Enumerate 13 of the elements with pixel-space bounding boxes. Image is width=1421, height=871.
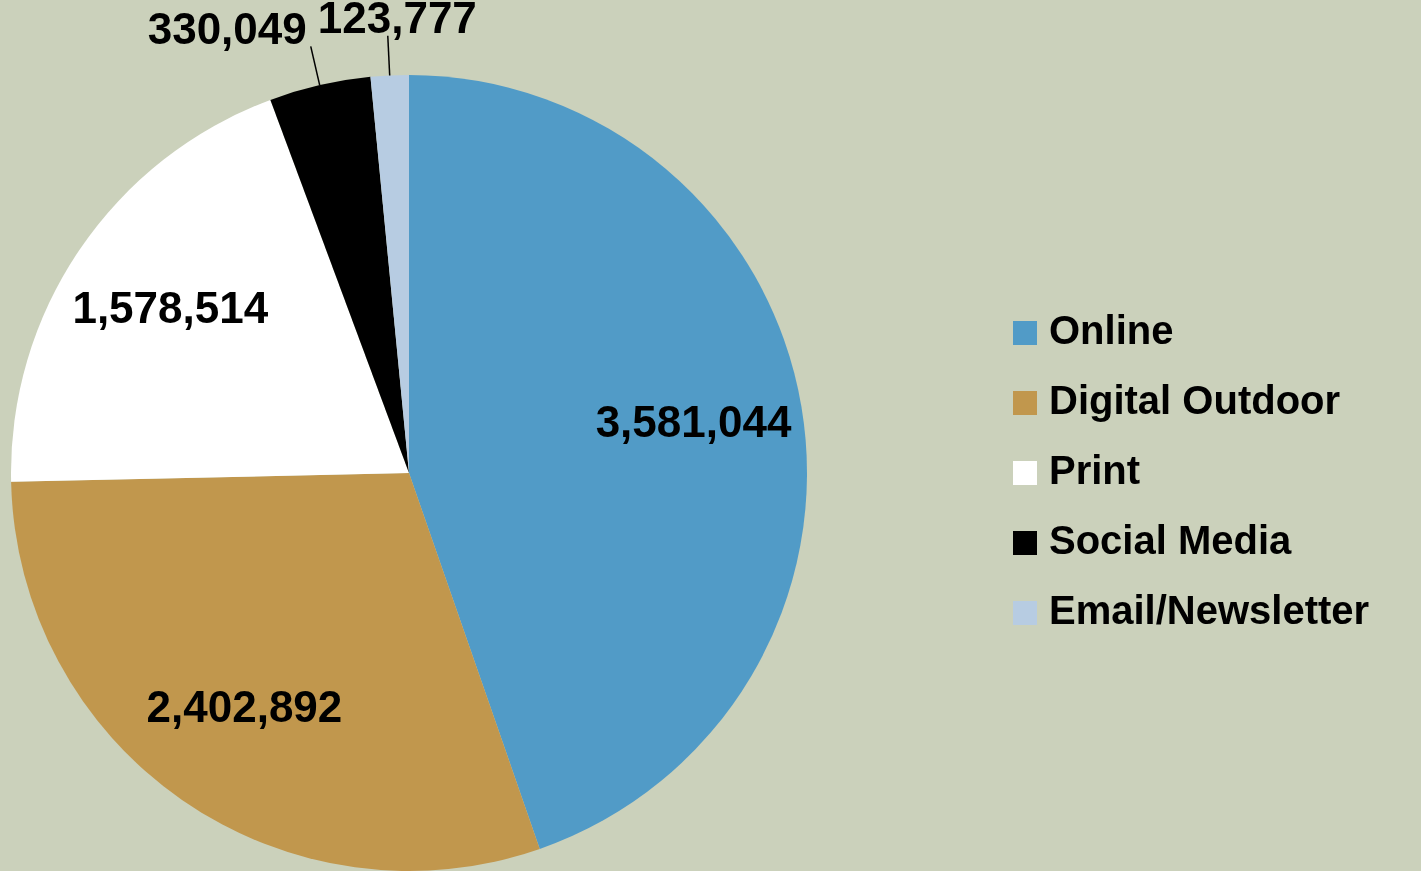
pie-slice: [11, 473, 540, 871]
data-label: 123,777: [317, 0, 477, 43]
pie-slice: [11, 99, 409, 482]
data-label: 2,402,892: [146, 681, 343, 731]
legend-label: Digital Outdoor: [1049, 377, 1341, 422]
pie-slice: [409, 75, 807, 849]
legend-label: Online: [1049, 307, 1174, 352]
data-label: 3,581,044: [595, 396, 792, 446]
data-label: 1,578,514: [72, 282, 269, 332]
legend-label: Email/Newsletter: [1049, 587, 1370, 632]
data-label: 330,049: [147, 3, 307, 53]
legend-label: Social Media: [1049, 517, 1293, 562]
legend-label: Print: [1049, 447, 1141, 492]
